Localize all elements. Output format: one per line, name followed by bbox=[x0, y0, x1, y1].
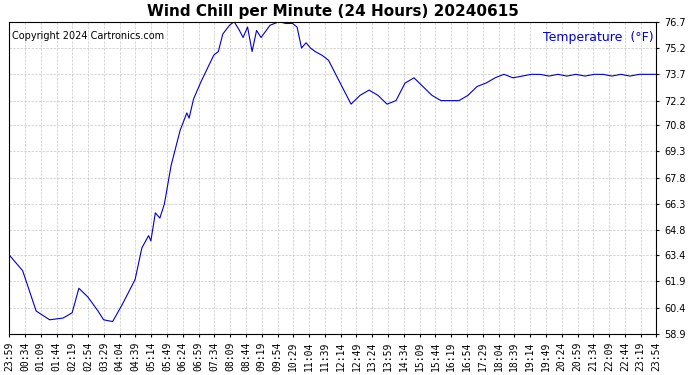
Title: Wind Chill per Minute (24 Hours) 20240615: Wind Chill per Minute (24 Hours) 2024061… bbox=[147, 4, 519, 19]
Text: Copyright 2024 Cartronics.com: Copyright 2024 Cartronics.com bbox=[12, 31, 164, 41]
Text: Temperature  (°F): Temperature (°F) bbox=[542, 31, 653, 44]
